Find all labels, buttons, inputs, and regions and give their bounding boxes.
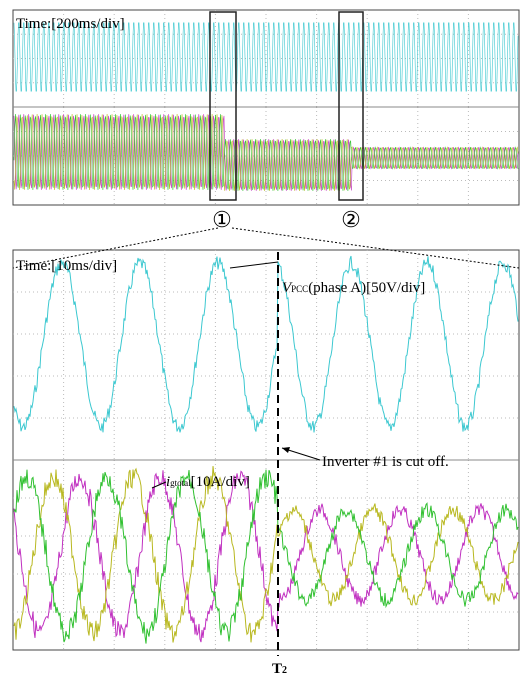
figure: Time:[200ms/div] ① ② Time:[10ms/div] VPC… <box>0 0 521 679</box>
marker: ② <box>341 207 361 232</box>
marker: ① <box>212 207 232 232</box>
time-scale: Time:[10ms/div] <box>16 258 117 274</box>
time-scale: Time:[200ms/div] <box>16 16 125 32</box>
event-label: T2 <box>272 661 287 677</box>
annotation: Inverter #1 is cut off. <box>322 454 449 470</box>
